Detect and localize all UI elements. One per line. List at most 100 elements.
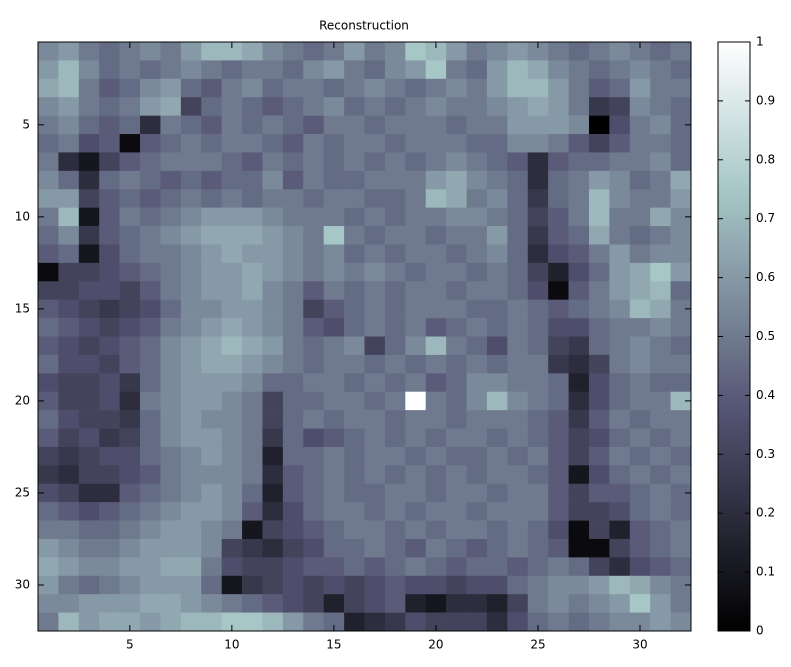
cell: [38, 42, 59, 61]
cell: [405, 594, 426, 613]
cell: [569, 429, 590, 448]
cell: [262, 392, 283, 411]
cell: [344, 226, 365, 245]
cell: [324, 208, 345, 227]
cell: [222, 539, 243, 558]
cell: [283, 60, 304, 79]
cell: [609, 465, 630, 484]
colorbar-tick-label: 0: [756, 624, 764, 638]
cell: [589, 97, 610, 116]
cell: [283, 539, 304, 558]
cell: [303, 189, 324, 208]
cell: [487, 392, 508, 411]
cell: [99, 521, 120, 540]
cell: [160, 60, 181, 79]
cell: [262, 60, 283, 79]
cell: [181, 281, 202, 300]
cell: [99, 576, 120, 595]
cell: [569, 226, 590, 245]
cell: [548, 116, 569, 135]
cell: [140, 263, 161, 282]
cell: [609, 521, 630, 540]
cell: [589, 300, 610, 319]
cell: [671, 281, 692, 300]
cell: [303, 539, 324, 558]
cell: [283, 465, 304, 484]
cell: [160, 373, 181, 392]
cell: [262, 208, 283, 227]
cell: [140, 576, 161, 595]
cell: [548, 152, 569, 171]
cell: [262, 281, 283, 300]
cell: [487, 171, 508, 190]
cell: [262, 171, 283, 190]
cell: [650, 79, 671, 98]
cell: [405, 281, 426, 300]
cell: [589, 502, 610, 521]
cell: [630, 410, 651, 429]
cell: [487, 594, 508, 613]
cell: [140, 97, 161, 116]
cell: [548, 613, 569, 632]
cell: [365, 244, 386, 263]
cell: [385, 557, 406, 576]
cell: [507, 42, 528, 61]
cell: [589, 226, 610, 245]
cell: [160, 281, 181, 300]
cell: [324, 263, 345, 282]
cell: [201, 79, 222, 98]
cell: [58, 318, 79, 337]
cell: [242, 116, 263, 135]
cell: [589, 576, 610, 595]
cell: [446, 79, 467, 98]
cell: [160, 392, 181, 411]
cell: [467, 116, 488, 135]
cell: [303, 42, 324, 61]
cell: [405, 244, 426, 263]
cell: [222, 484, 243, 503]
cell: [99, 465, 120, 484]
cell: [120, 355, 141, 374]
cell: [120, 557, 141, 576]
cell: [650, 281, 671, 300]
cell: [160, 410, 181, 429]
cell: [303, 281, 324, 300]
cell: [671, 373, 692, 392]
cell: [650, 97, 671, 116]
cell: [58, 97, 79, 116]
cell: [385, 226, 406, 245]
cell: [99, 355, 120, 374]
cell: [201, 539, 222, 558]
cell: [467, 429, 488, 448]
cell: [242, 42, 263, 61]
cell: [344, 134, 365, 153]
cell: [222, 373, 243, 392]
cell: [58, 244, 79, 263]
cell: [344, 152, 365, 171]
cell: [609, 373, 630, 392]
cell: [160, 447, 181, 466]
cell: [426, 263, 447, 282]
cell: [569, 42, 590, 61]
cell: [671, 410, 692, 429]
cell: [609, 318, 630, 337]
cell: [79, 613, 100, 632]
cell: [589, 79, 610, 98]
cell: [467, 502, 488, 521]
cell: [38, 79, 59, 98]
cell: [467, 134, 488, 153]
cell: [222, 465, 243, 484]
cell: [181, 152, 202, 171]
x-tick-label: 10: [224, 638, 239, 652]
cell: [140, 410, 161, 429]
cell: [344, 521, 365, 540]
cell: [181, 263, 202, 282]
cell: [630, 355, 651, 374]
cell: [58, 300, 79, 319]
cell: [467, 281, 488, 300]
cell: [303, 594, 324, 613]
cell: [242, 152, 263, 171]
cell: [201, 116, 222, 135]
cell: [426, 97, 447, 116]
cell: [405, 429, 426, 448]
